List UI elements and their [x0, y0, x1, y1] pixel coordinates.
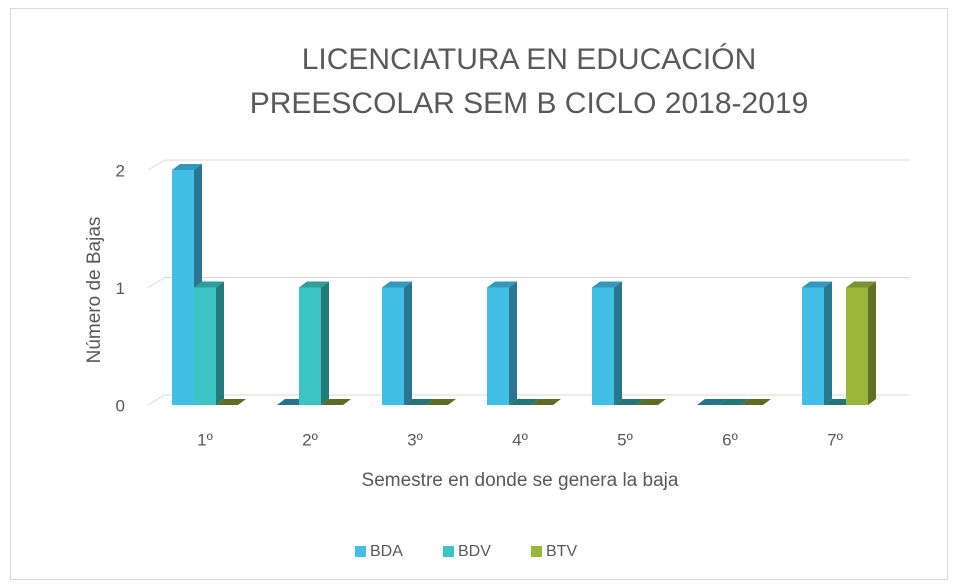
- legend-swatch: [531, 546, 542, 557]
- bar-front: [299, 287, 321, 405]
- bar: [487, 281, 517, 405]
- bar-side: [868, 281, 876, 405]
- bar-front: [382, 287, 404, 405]
- bar: [321, 399, 351, 405]
- x-tick-label: 4º: [512, 430, 528, 449]
- bar-top: [216, 399, 246, 405]
- bar-side: [216, 281, 224, 405]
- legend-label: BDV: [458, 543, 491, 560]
- bar-top: [697, 399, 727, 405]
- bar: [426, 399, 456, 405]
- bar-top: [719, 399, 749, 405]
- x-tick-label: 7º: [827, 430, 843, 449]
- x-tick-label: 5º: [617, 430, 633, 449]
- bar-side: [614, 281, 622, 405]
- bar-top: [614, 399, 644, 405]
- x-tick-label: 3º: [407, 430, 423, 449]
- bar-top: [487, 281, 517, 288]
- x-tick-label: 1º: [197, 430, 213, 449]
- legend-label: BDA: [370, 543, 403, 560]
- bar-top: [299, 281, 329, 288]
- bar-top: [531, 399, 561, 405]
- bar-top: [426, 399, 456, 405]
- bar-front: [172, 170, 194, 405]
- grid-line: [147, 277, 910, 288]
- bar-top: [802, 281, 832, 288]
- bar: [636, 399, 666, 405]
- bar-front: [487, 287, 509, 405]
- bar-top: [636, 399, 666, 405]
- bar-top: [509, 399, 539, 405]
- bar-top: [846, 281, 876, 288]
- bar: [404, 399, 434, 405]
- bar: [382, 281, 412, 405]
- bar-top: [382, 281, 412, 288]
- bar: [802, 281, 832, 405]
- bar: [719, 399, 749, 405]
- bar-top: [592, 281, 622, 288]
- bar-side: [509, 281, 517, 405]
- bar: [509, 399, 539, 405]
- bar: [531, 399, 561, 405]
- y-tick-label: 1: [116, 279, 125, 298]
- y-axis-label: Número de Bajas: [84, 217, 105, 364]
- bar: [592, 281, 622, 405]
- bar-top: [321, 399, 351, 405]
- bar: [741, 399, 771, 405]
- x-axis-label: Semestre en donde se genera la baja: [362, 470, 679, 491]
- legend-swatch: [355, 546, 366, 557]
- grid-line: [147, 394, 910, 406]
- bar: [194, 281, 224, 405]
- bar-top: [194, 281, 224, 288]
- bar-side: [824, 281, 832, 405]
- bar-top: [172, 164, 202, 170]
- legend-swatch: [443, 546, 454, 557]
- y-tick-label: 0: [116, 396, 125, 415]
- bar: [216, 399, 246, 405]
- x-tick-label: 6º: [722, 430, 738, 449]
- grid-line: [147, 159, 910, 171]
- bar-side: [404, 281, 412, 405]
- bar-side: [321, 281, 329, 405]
- y-tick-label: 2: [116, 161, 125, 180]
- chart-frame: [10, 8, 948, 580]
- bar-front: [592, 287, 614, 405]
- bar: [697, 399, 727, 405]
- bar-top: [404, 399, 434, 405]
- chart-title: LICENCIATURA EN EDUCACIÓN PREESCOLAR SEM…: [249, 43, 809, 120]
- x-tick-label: 2º: [302, 430, 318, 449]
- bar: [614, 399, 644, 405]
- bar: [299, 281, 329, 405]
- bar-top: [741, 399, 771, 405]
- bar-front: [194, 287, 216, 405]
- bar-front: [802, 287, 824, 405]
- legend-label: BTV: [546, 543, 577, 560]
- bar: [846, 281, 876, 405]
- bar-front: [846, 287, 868, 405]
